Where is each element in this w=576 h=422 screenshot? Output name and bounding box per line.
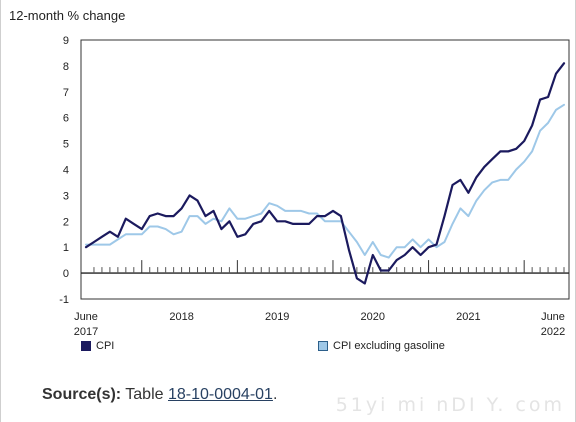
y-tick-label: 8 xyxy=(63,61,69,73)
x-tick-label: 2021 xyxy=(456,311,480,323)
y-tick-label: 4 xyxy=(63,165,69,177)
y-tick-label: 9 xyxy=(63,35,69,47)
series-lines xyxy=(84,62,566,285)
source-suffix: . xyxy=(272,386,278,403)
x-tick-label: 2018 xyxy=(169,311,193,323)
y-tick-label: 1 xyxy=(63,242,69,254)
line-chart: 12-month % change 9 8 7 6 5 4 3 2 1 0 -1 June 2017 2… xyxy=(9,8,570,338)
y-tick-label: 3 xyxy=(63,190,69,202)
y-tick-labels: 9 8 7 6 5 4 3 2 1 0 -1 xyxy=(59,35,69,306)
x-tick-label: 2019 xyxy=(265,311,289,323)
x-tick-sublabel: 2017 xyxy=(74,326,98,338)
zero-baseline-group xyxy=(81,260,569,274)
x-tick-label: June xyxy=(74,311,98,323)
x-tick-label: June xyxy=(541,311,565,323)
y-axis-title: 12-month % change xyxy=(9,8,125,23)
source-table-link[interactable]: 18-10-0004-01 xyxy=(167,386,273,403)
source-label: Source(s): xyxy=(42,386,122,403)
legend-swatch-cpi-ex-gasoline xyxy=(318,341,328,351)
legend-label-cpi: CPI xyxy=(96,340,115,352)
x-tick-labels: June 2017 2018 2019 2020 2021 June 2022 xyxy=(74,311,565,338)
legend: CPI CPI excluding gasoline xyxy=(1,340,576,364)
y-tick-label: 7 xyxy=(63,87,69,99)
watermark: 51yi mi nDI Y. com xyxy=(335,394,565,416)
legend-item-cpi-ex-gasoline[interactable]: CPI excluding gasoline xyxy=(318,340,445,352)
legend-item-cpi[interactable]: CPI xyxy=(81,340,114,352)
plot-area-border xyxy=(80,39,570,300)
legend-label-cpi-ex-gasoline: CPI excluding gasoline xyxy=(333,340,445,352)
y-tick-label: 5 xyxy=(63,139,69,151)
source-prefix: Table xyxy=(125,386,168,403)
y-tick-label: -1 xyxy=(59,294,69,306)
x-tick-label: 2020 xyxy=(361,311,385,323)
y-tick-label: 0 xyxy=(63,268,69,280)
source-line: Source(s): Table 18-10-0004-01. xyxy=(42,386,277,404)
y-tick-label: 6 xyxy=(63,113,69,125)
series-line-cpi xyxy=(84,62,566,285)
series-line-cpi-ex-gasoline xyxy=(85,103,565,259)
legend-swatch-cpi xyxy=(81,341,91,351)
x-tick-sublabel: 2022 xyxy=(541,326,565,338)
y-tick-label: 2 xyxy=(63,216,69,228)
